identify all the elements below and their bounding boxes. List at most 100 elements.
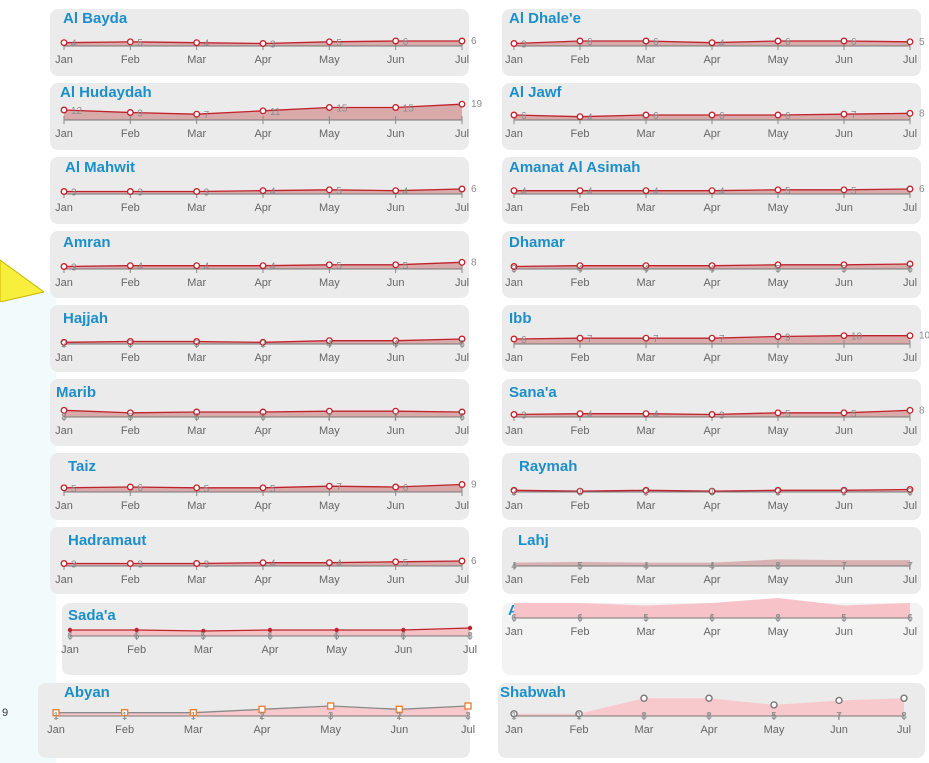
- data-point[interactable]: [840, 261, 848, 269]
- data-point[interactable]: [708, 39, 716, 47]
- data-point[interactable]: [642, 187, 650, 195]
- data-point[interactable]: [642, 334, 650, 342]
- data-point[interactable]: [576, 37, 584, 45]
- data-point[interactable]: [900, 694, 908, 702]
- data-point[interactable]: [189, 708, 198, 717]
- data-point[interactable]: [193, 262, 201, 270]
- data-point[interactable]: [458, 258, 466, 266]
- data-point[interactable]: [770, 701, 778, 709]
- data-point[interactable]: [126, 483, 134, 491]
- data-point[interactable]: [126, 109, 134, 116]
- data-point[interactable]: [126, 560, 134, 567]
- data-point[interactable]: [840, 486, 848, 494]
- data-point[interactable]: [259, 559, 267, 567]
- data-point[interactable]: [458, 481, 466, 488]
- data-point[interactable]: [906, 260, 914, 268]
- data-point[interactable]: [906, 332, 914, 340]
- data-point[interactable]: [325, 261, 333, 269]
- data-point[interactable]: [575, 710, 583, 718]
- data-point[interactable]: [392, 558, 400, 566]
- data-point[interactable]: [576, 410, 584, 418]
- data-point[interactable]: [708, 411, 716, 418]
- data-point[interactable]: [267, 627, 273, 633]
- data-point[interactable]: [774, 37, 782, 45]
- data-point[interactable]: [120, 708, 129, 717]
- data-point[interactable]: [126, 38, 134, 46]
- data-point[interactable]: [60, 338, 68, 346]
- data-point[interactable]: [510, 710, 518, 718]
- data-point[interactable]: [510, 111, 518, 119]
- data-point[interactable]: [325, 559, 333, 567]
- data-point[interactable]: [840, 409, 848, 417]
- data-point[interactable]: [458, 408, 466, 416]
- data-point[interactable]: [467, 625, 473, 631]
- data-point[interactable]: [60, 560, 68, 567]
- data-point[interactable]: [708, 187, 716, 195]
- data-point[interactable]: [642, 37, 650, 45]
- data-point[interactable]: [259, 408, 267, 416]
- data-point[interactable]: [906, 38, 914, 46]
- data-point[interactable]: [906, 486, 914, 493]
- data-point[interactable]: [60, 106, 68, 114]
- data-point[interactable]: [906, 185, 914, 193]
- data-point[interactable]: [576, 113, 584, 121]
- data-point[interactable]: [126, 409, 134, 417]
- data-point[interactable]: [326, 702, 335, 710]
- data-point[interactable]: [708, 111, 716, 119]
- data-point[interactable]: [259, 40, 267, 47]
- data-point[interactable]: [458, 557, 466, 565]
- data-point[interactable]: [642, 111, 650, 119]
- data-point[interactable]: [325, 104, 333, 111]
- data-point[interactable]: [67, 627, 73, 633]
- data-point[interactable]: [774, 261, 782, 269]
- data-point[interactable]: [576, 262, 584, 270]
- data-point[interactable]: [401, 627, 406, 633]
- data-point[interactable]: [134, 627, 139, 633]
- data-point[interactable]: [464, 702, 472, 710]
- data-point[interactable]: [193, 338, 201, 345]
- data-point[interactable]: [259, 187, 267, 195]
- data-point[interactable]: [392, 37, 400, 45]
- data-point[interactable]: [458, 37, 466, 45]
- data-point[interactable]: [774, 333, 782, 340]
- data-point[interactable]: [193, 188, 201, 195]
- data-point[interactable]: [458, 335, 466, 343]
- data-point[interactable]: [126, 262, 134, 270]
- data-point[interactable]: [510, 486, 518, 494]
- data-point[interactable]: [576, 334, 584, 342]
- data-point[interactable]: [325, 407, 333, 415]
- data-point[interactable]: [458, 185, 466, 193]
- data-point[interactable]: [642, 410, 650, 418]
- data-point[interactable]: [774, 186, 782, 194]
- data-point[interactable]: [60, 39, 68, 47]
- data-point[interactable]: [840, 186, 848, 194]
- data-point[interactable]: [193, 560, 201, 567]
- data-point[interactable]: [835, 696, 843, 705]
- data-point[interactable]: [392, 104, 400, 111]
- data-point[interactable]: [576, 187, 584, 195]
- data-point[interactable]: [510, 263, 518, 270]
- data-point[interactable]: [840, 110, 848, 118]
- data-point[interactable]: [510, 187, 518, 195]
- data-point[interactable]: [201, 628, 206, 634]
- data-point[interactable]: [193, 39, 201, 47]
- data-point[interactable]: [906, 109, 914, 117]
- data-point[interactable]: [325, 186, 333, 194]
- data-point[interactable]: [259, 484, 267, 492]
- data-point[interactable]: [325, 38, 333, 46]
- data-point[interactable]: [458, 100, 466, 108]
- data-point[interactable]: [392, 483, 400, 491]
- data-point[interactable]: [52, 708, 60, 717]
- data-point[interactable]: [576, 487, 584, 495]
- data-point[interactable]: [392, 407, 400, 415]
- data-point[interactable]: [392, 187, 400, 195]
- data-point[interactable]: [193, 408, 201, 416]
- data-point[interactable]: [392, 337, 400, 345]
- data-point[interactable]: [774, 409, 782, 417]
- data-point[interactable]: [126, 338, 134, 345]
- data-point[interactable]: [60, 188, 68, 195]
- data-point[interactable]: [258, 705, 266, 714]
- data-point[interactable]: [334, 627, 339, 633]
- data-point[interactable]: [510, 335, 518, 343]
- data-point[interactable]: [193, 484, 201, 492]
